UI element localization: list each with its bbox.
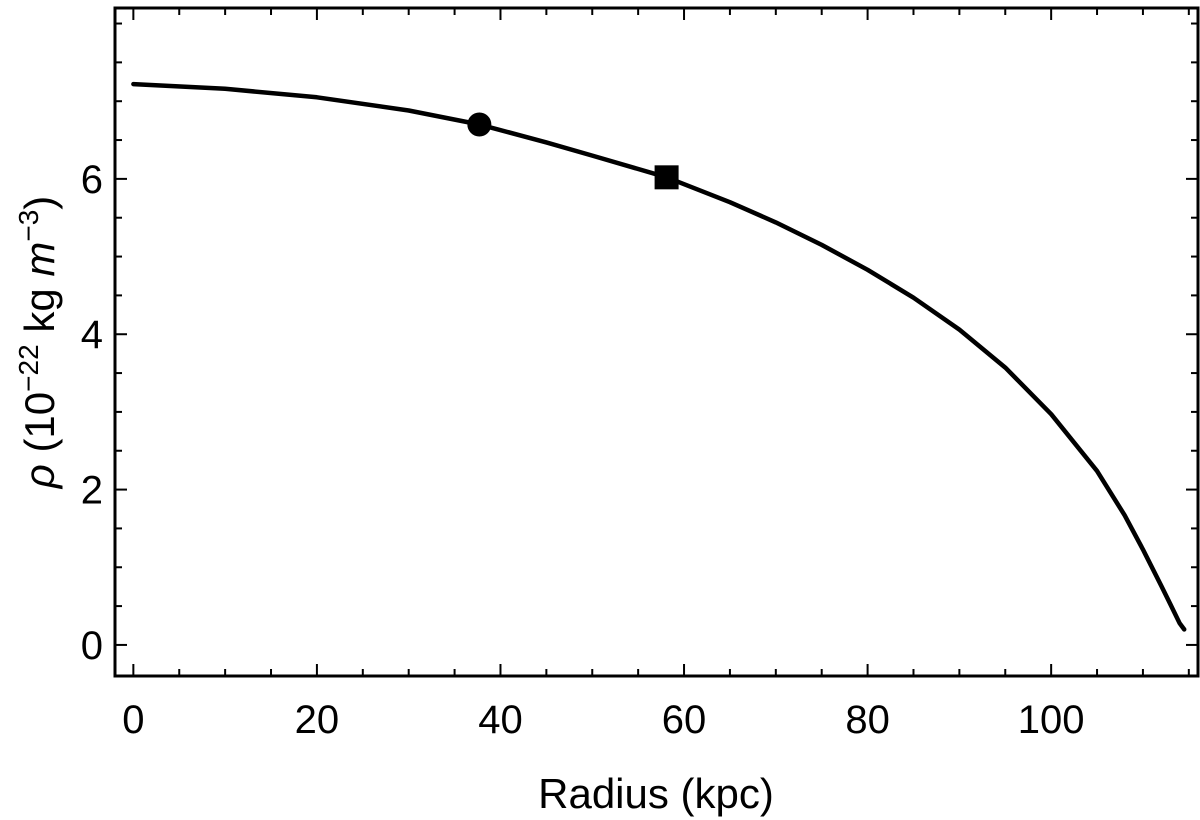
square-marker: [654, 165, 679, 190]
y-axis-title: ρ (10−22 kg m−3): [13, 196, 63, 491]
circle-marker: [467, 112, 492, 137]
axis-tick-labels: 0 20 40 60 80 100 0 2 4 6: [81, 158, 1085, 742]
y-tick-label: 4: [81, 313, 103, 357]
y-axis-close: ): [16, 196, 63, 210]
x-tick-label: 40: [478, 698, 523, 742]
axis-ticks: [115, 8, 1198, 676]
data-markers: [467, 112, 679, 190]
x-axis-title: Radius (kpc): [538, 770, 774, 817]
density-curve: [131, 81, 1187, 632]
x-tick-label: 80: [845, 698, 890, 742]
y-axis-symbol: ρ: [16, 464, 63, 490]
y-axis-exponent-2: −3: [13, 210, 44, 242]
y-axis-open: (10: [16, 392, 63, 464]
y-tick-label: 2: [81, 469, 103, 513]
x-tick-label: 0: [122, 698, 144, 742]
y-tick-label: 0: [81, 624, 103, 668]
y-axis-unit-variable: m: [16, 242, 63, 277]
y-axis-exponent-1: −22: [13, 344, 44, 392]
x-tick-label: 60: [662, 698, 707, 742]
plot-frame: [113, 6, 1200, 678]
y-tick-label: 6: [81, 158, 103, 202]
x-tick-label: 100: [1018, 698, 1085, 742]
x-tick-label: 20: [295, 698, 340, 742]
y-axis-mid: kg: [16, 277, 63, 345]
